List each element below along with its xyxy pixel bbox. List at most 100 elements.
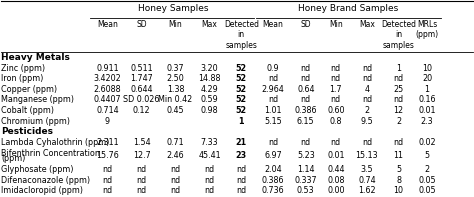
- Text: 0.736: 0.736: [262, 186, 284, 195]
- Text: Difenaconazole (ppm): Difenaconazole (ppm): [1, 176, 90, 185]
- Text: 4: 4: [365, 85, 369, 94]
- Text: 3.20: 3.20: [201, 64, 219, 73]
- Text: 25: 25: [393, 85, 404, 94]
- Text: 5.23: 5.23: [297, 151, 315, 160]
- Text: Detected
in
samples: Detected in samples: [381, 20, 416, 50]
- Text: 0.37: 0.37: [167, 64, 184, 73]
- Text: nd: nd: [393, 74, 404, 83]
- Text: 0.386: 0.386: [294, 106, 317, 115]
- Text: 5: 5: [424, 151, 429, 160]
- Text: 0.911: 0.911: [96, 64, 119, 73]
- Text: 9.5: 9.5: [361, 117, 374, 126]
- Text: 2.3: 2.3: [421, 117, 433, 126]
- Text: Min: Min: [169, 20, 182, 29]
- Text: Bifenthrin Concentration: Bifenthrin Concentration: [1, 149, 100, 158]
- Text: nd: nd: [236, 165, 246, 174]
- Text: 0.8: 0.8: [329, 117, 342, 126]
- Text: nd: nd: [137, 176, 146, 185]
- Text: 15.13: 15.13: [356, 151, 378, 160]
- Text: 52: 52: [236, 74, 247, 83]
- Text: 0.05: 0.05: [418, 176, 436, 185]
- Text: 52: 52: [236, 106, 247, 115]
- Text: nd: nd: [204, 176, 215, 185]
- Text: 0.01: 0.01: [418, 106, 436, 115]
- Text: Manganese (ppm): Manganese (ppm): [1, 96, 74, 104]
- Text: 0.05: 0.05: [418, 186, 436, 195]
- Text: nd: nd: [236, 176, 246, 185]
- Text: 6.97: 6.97: [264, 151, 282, 160]
- Text: nd: nd: [171, 186, 181, 195]
- Text: Max: Max: [359, 20, 375, 29]
- Text: 0.12: 0.12: [133, 106, 150, 115]
- Text: nd: nd: [171, 176, 181, 185]
- Text: nd: nd: [236, 186, 246, 195]
- Text: 1.01: 1.01: [264, 106, 282, 115]
- Text: SD: SD: [136, 20, 147, 29]
- Text: 2.50: 2.50: [167, 74, 184, 83]
- Text: Lambda Cyhalothrin (ppm): Lambda Cyhalothrin (ppm): [1, 138, 109, 147]
- Text: 0.01: 0.01: [327, 151, 345, 160]
- Text: SD: SD: [301, 20, 311, 29]
- Text: 52: 52: [236, 85, 247, 94]
- Text: 3.4202: 3.4202: [94, 74, 121, 83]
- Text: 0.64: 0.64: [297, 85, 315, 94]
- Text: 3.5: 3.5: [361, 165, 374, 174]
- Text: nd: nd: [268, 96, 278, 104]
- Text: nd: nd: [301, 64, 311, 73]
- Text: 0.16: 0.16: [418, 96, 436, 104]
- Text: 0.644: 0.644: [130, 85, 153, 94]
- Text: nd: nd: [137, 186, 146, 195]
- Text: nd: nd: [331, 64, 341, 73]
- Text: nd: nd: [362, 64, 372, 73]
- Text: nd: nd: [362, 138, 372, 147]
- Text: 0.4407: 0.4407: [94, 96, 121, 104]
- Text: 0.00: 0.00: [327, 186, 345, 195]
- Text: Mean: Mean: [97, 20, 118, 29]
- Text: Mean: Mean: [263, 20, 283, 29]
- Text: 1.62: 1.62: [358, 186, 376, 195]
- Text: 21: 21: [236, 138, 247, 147]
- Text: Pesticides: Pesticides: [1, 127, 53, 136]
- Text: Min 0.42: Min 0.42: [158, 96, 193, 104]
- Text: nd: nd: [331, 96, 341, 104]
- Text: nd: nd: [204, 186, 215, 195]
- Text: MRLs
(ppm): MRLs (ppm): [415, 20, 438, 39]
- Text: 12: 12: [393, 106, 404, 115]
- Text: 0.337: 0.337: [294, 176, 317, 185]
- Text: 0.44: 0.44: [327, 165, 345, 174]
- Text: Heavy Metals: Heavy Metals: [1, 53, 70, 62]
- Text: Honey Samples: Honey Samples: [138, 4, 209, 13]
- Text: nd: nd: [268, 74, 278, 83]
- Text: Min: Min: [329, 20, 343, 29]
- Text: 0.02: 0.02: [418, 138, 436, 147]
- Text: 45.41: 45.41: [198, 151, 221, 160]
- Text: 1.747: 1.747: [130, 74, 153, 83]
- Text: nd: nd: [393, 96, 404, 104]
- Text: 2.46: 2.46: [167, 151, 184, 160]
- Text: nd: nd: [301, 74, 311, 83]
- Text: 0.53: 0.53: [297, 186, 315, 195]
- Text: 52: 52: [236, 64, 247, 73]
- Text: 10: 10: [393, 186, 404, 195]
- Text: 1.14: 1.14: [297, 165, 315, 174]
- Text: Glyphosate (ppm): Glyphosate (ppm): [1, 165, 73, 174]
- Text: 0.08: 0.08: [327, 176, 345, 185]
- Text: 11: 11: [393, 151, 404, 160]
- Text: Max: Max: [201, 20, 218, 29]
- Text: 2.04: 2.04: [264, 165, 282, 174]
- Text: 7.33: 7.33: [201, 138, 219, 147]
- Text: 1.38: 1.38: [167, 85, 184, 94]
- Text: SD 0.026: SD 0.026: [123, 96, 160, 104]
- Text: 5: 5: [396, 165, 401, 174]
- Text: 2: 2: [424, 165, 429, 174]
- Text: nd: nd: [301, 96, 311, 104]
- Text: 1.54: 1.54: [133, 138, 150, 147]
- Text: Imidacloropid (ppm): Imidacloropid (ppm): [1, 186, 83, 195]
- Text: Cobalt (ppm): Cobalt (ppm): [1, 106, 54, 115]
- Text: 9: 9: [105, 117, 110, 126]
- Text: nd: nd: [102, 165, 112, 174]
- Text: 5.15: 5.15: [264, 117, 282, 126]
- Text: 2: 2: [396, 117, 401, 126]
- Text: nd: nd: [171, 165, 181, 174]
- Text: 20: 20: [422, 74, 432, 83]
